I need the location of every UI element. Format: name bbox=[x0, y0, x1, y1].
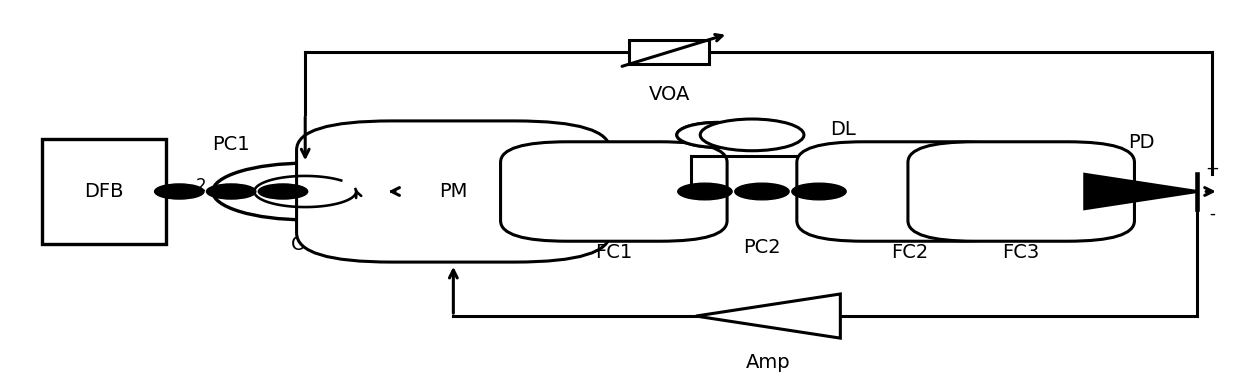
FancyBboxPatch shape bbox=[908, 142, 1135, 241]
Text: 2: 2 bbox=[196, 177, 207, 195]
Circle shape bbox=[677, 123, 758, 147]
Circle shape bbox=[678, 183, 732, 200]
Text: -: - bbox=[1209, 205, 1215, 223]
Bar bbox=[42, 139, 166, 244]
Text: VOA: VOA bbox=[649, 85, 691, 104]
FancyBboxPatch shape bbox=[296, 121, 610, 262]
Circle shape bbox=[207, 184, 255, 199]
Circle shape bbox=[155, 184, 205, 199]
Circle shape bbox=[735, 183, 789, 200]
Text: 3: 3 bbox=[404, 177, 414, 195]
Polygon shape bbox=[696, 294, 841, 338]
Circle shape bbox=[792, 183, 846, 200]
Text: FC1: FC1 bbox=[595, 244, 632, 262]
Text: FC3: FC3 bbox=[1003, 244, 1040, 262]
Text: Amp: Amp bbox=[745, 353, 790, 372]
Text: +: + bbox=[1205, 160, 1219, 178]
FancyBboxPatch shape bbox=[797, 142, 1023, 241]
Text: OC: OC bbox=[290, 235, 320, 254]
Circle shape bbox=[258, 184, 308, 199]
Circle shape bbox=[701, 119, 804, 151]
Text: PM: PM bbox=[439, 182, 467, 201]
Bar bbox=[629, 39, 709, 64]
Text: FC2: FC2 bbox=[892, 244, 929, 262]
FancyBboxPatch shape bbox=[501, 142, 727, 241]
Text: DFB: DFB bbox=[84, 182, 124, 201]
Text: DL: DL bbox=[830, 120, 856, 139]
Text: PC2: PC2 bbox=[743, 237, 781, 257]
Text: PD: PD bbox=[1127, 133, 1154, 152]
Text: PC1: PC1 bbox=[212, 135, 250, 154]
Circle shape bbox=[212, 163, 398, 220]
Text: 1: 1 bbox=[315, 142, 326, 160]
Polygon shape bbox=[1085, 174, 1197, 209]
